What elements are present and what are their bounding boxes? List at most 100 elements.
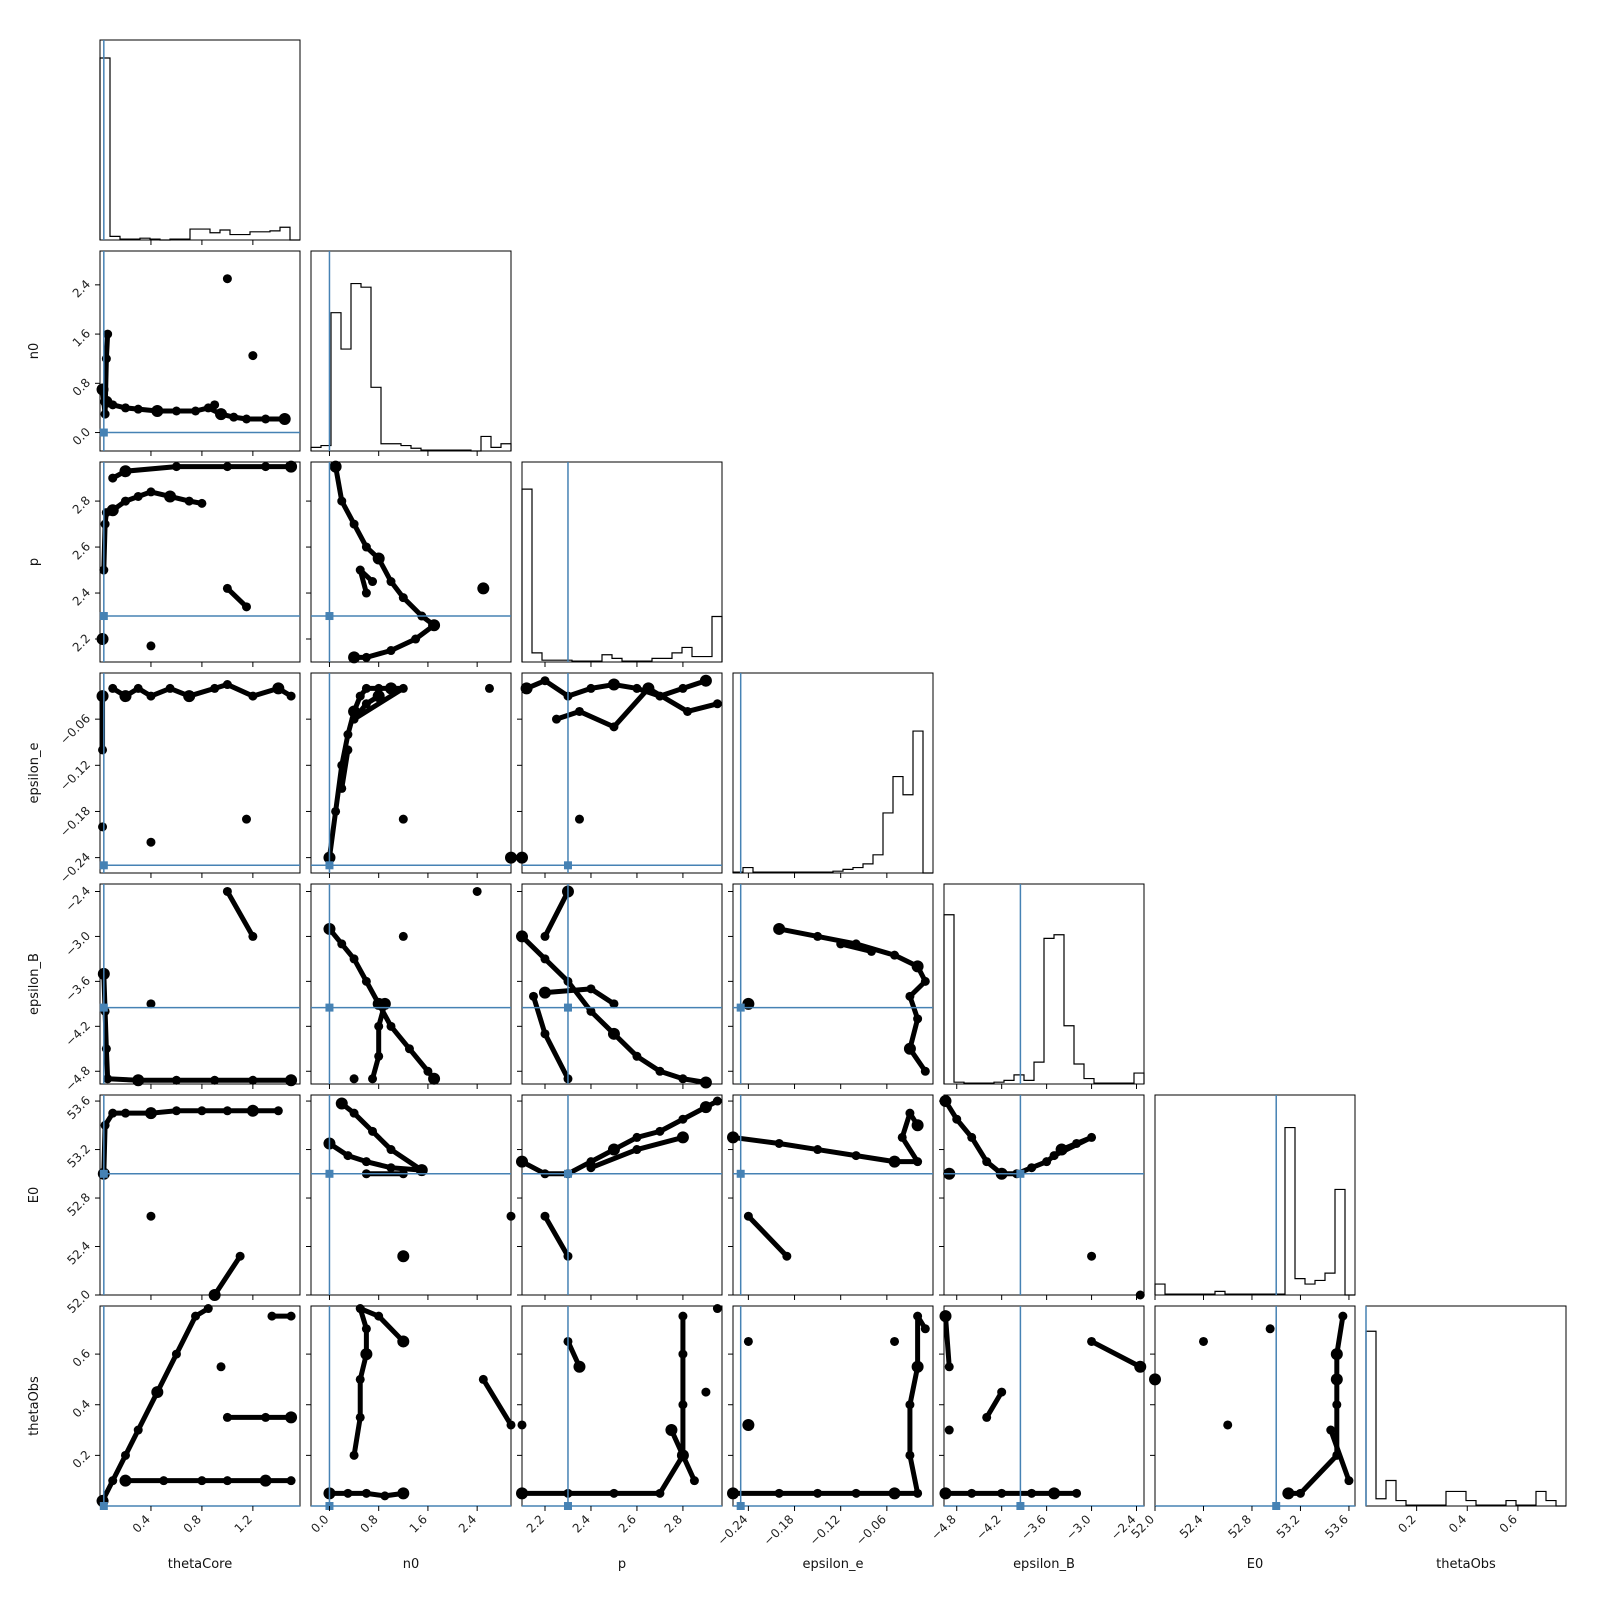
sample-ridge <box>154 1351 179 1395</box>
sample-ridge <box>388 1165 425 1173</box>
histogram-thetaObs <box>1365 1330 1566 1507</box>
sample-ridge <box>907 1452 921 1496</box>
truth-marker <box>99 1169 108 1178</box>
x-axis-label-n0: n0 <box>403 1557 420 1572</box>
histogram-epsilon_e <box>732 730 933 874</box>
sample-ridge <box>915 963 928 984</box>
panel-n0-vs-epsilon_e <box>306 672 517 878</box>
sample-ridge <box>942 1098 960 1122</box>
sample-ridge <box>406 1046 431 1074</box>
panel-frame <box>732 1305 934 1507</box>
histogram-epsilon_B <box>943 914 1145 1084</box>
sample-ridge <box>745 1213 790 1259</box>
sample-point <box>146 999 156 1009</box>
panel-epsilon_B-vs-epsilon_B <box>943 883 1145 1089</box>
sample-point <box>1265 1324 1275 1334</box>
y-axis-label-n0: n0 <box>27 343 42 360</box>
y-tick-label: 2.4 <box>70 585 93 608</box>
sample-ridge <box>634 1128 663 1140</box>
y-tick-label: 52.4 <box>64 1239 93 1268</box>
panel-frame <box>732 1094 934 1296</box>
panel-frame <box>99 672 301 874</box>
panel-thetaCore-vs-epsilon_B: −4.8 −4.2 −3.6 −3.0 −2.4 epsilon_B <box>27 883 301 1094</box>
sample-ridge <box>588 682 617 691</box>
x-tick-label: −3.0 <box>1063 1512 1094 1543</box>
panel-frame <box>521 461 723 663</box>
y-tick-label: 53.6 <box>64 1093 93 1122</box>
sample-ridge <box>611 1031 640 1059</box>
truth-marker <box>563 1003 572 1012</box>
sample-ridge <box>530 993 548 1037</box>
x-tick-label: −0.18 <box>761 1512 797 1548</box>
panel-epsilon_e-vs-epsilon_B <box>728 883 934 1089</box>
x-tick-label: 52.8 <box>1225 1512 1254 1541</box>
truth-marker <box>325 861 334 870</box>
sample-point <box>210 400 220 410</box>
sample-ridge <box>915 1313 928 1332</box>
x-tick-label: 53.6 <box>1322 1512 1351 1541</box>
x-tick-label: 0.4 <box>1446 1512 1469 1535</box>
panel-frame <box>943 1094 1145 1296</box>
sample-ridge <box>565 1338 582 1370</box>
histogram-E0 <box>1154 1126 1355 1296</box>
sample-ridge <box>351 521 369 550</box>
sample-ridge <box>339 498 357 527</box>
sample-ridge <box>382 1490 406 1499</box>
sample-ridge <box>333 464 345 504</box>
sample-ridge <box>776 1140 821 1153</box>
sample-ridge <box>339 732 351 768</box>
sample-ridge <box>363 1490 388 1499</box>
sample-point <box>517 1420 527 1430</box>
sample-ridge <box>413 622 437 642</box>
sample-point <box>944 1425 954 1435</box>
panel-frame <box>1154 1305 1356 1507</box>
sample-ridge <box>102 1008 109 1052</box>
sample-ridge <box>776 926 821 939</box>
y-tick-label: −0.24 <box>57 850 93 886</box>
truth-marker <box>325 1169 334 1178</box>
x-axis-label-thetaObs: thetaObs <box>1436 1557 1496 1572</box>
sample-ridge <box>363 1159 394 1171</box>
y-tick-label: −2.4 <box>63 884 94 915</box>
y-tick-label: 0.0 <box>70 425 93 448</box>
sample-ridge <box>425 1068 437 1082</box>
histogram-n0 <box>310 282 512 452</box>
panel-thetaCore-vs-p: 2.2 2.4 2.6 2.8 p <box>27 460 301 667</box>
x-tick-label: 1.6 <box>407 1512 430 1535</box>
sample-ridge <box>173 1313 199 1357</box>
sample-ridge <box>400 595 425 619</box>
y-tick-label: 2.6 <box>70 539 93 562</box>
y-tick-label: 0.6 <box>70 1346 93 1369</box>
sample-ridge <box>657 1116 686 1134</box>
y-tick-label: 0.2 <box>70 1448 93 1471</box>
sample-ridge <box>588 1008 617 1037</box>
truth-marker <box>1016 1502 1025 1510</box>
sample-ridge <box>634 1134 686 1153</box>
sample-ridge <box>815 1147 859 1159</box>
sample-ridge <box>186 685 218 699</box>
x-tick-label: 52.4 <box>1177 1512 1206 1541</box>
sample-ridge <box>167 493 192 504</box>
truth-marker <box>325 1003 334 1012</box>
sample-ridge <box>899 1110 913 1140</box>
panel-thetaCore-vs-epsilon_e: −0.24 −0.18 −0.12 −0.06 epsilon_e <box>27 672 301 886</box>
sample-ridge <box>212 1253 243 1298</box>
y-tick-label: 52.0 <box>64 1287 93 1316</box>
truth-marker <box>736 1502 745 1510</box>
truth-marker <box>99 612 108 621</box>
sample-point <box>398 931 408 941</box>
sample-ridge <box>370 1128 394 1153</box>
sample-ridge <box>326 1140 351 1159</box>
sample-ridge <box>357 567 376 585</box>
sample-ridge <box>853 1153 898 1165</box>
sample-point <box>146 837 156 847</box>
sample-ridge <box>1089 1338 1143 1370</box>
sample-point <box>248 351 258 361</box>
sample-point <box>98 822 108 832</box>
x-axis-label-epsilon_B: epsilon_B <box>1013 1557 1075 1572</box>
sample-ridge <box>388 579 406 601</box>
sample-point <box>241 814 251 824</box>
sample-point <box>1135 1290 1145 1300</box>
panel-frame <box>732 672 934 874</box>
panel-n0-vs-n0 <box>310 250 512 456</box>
